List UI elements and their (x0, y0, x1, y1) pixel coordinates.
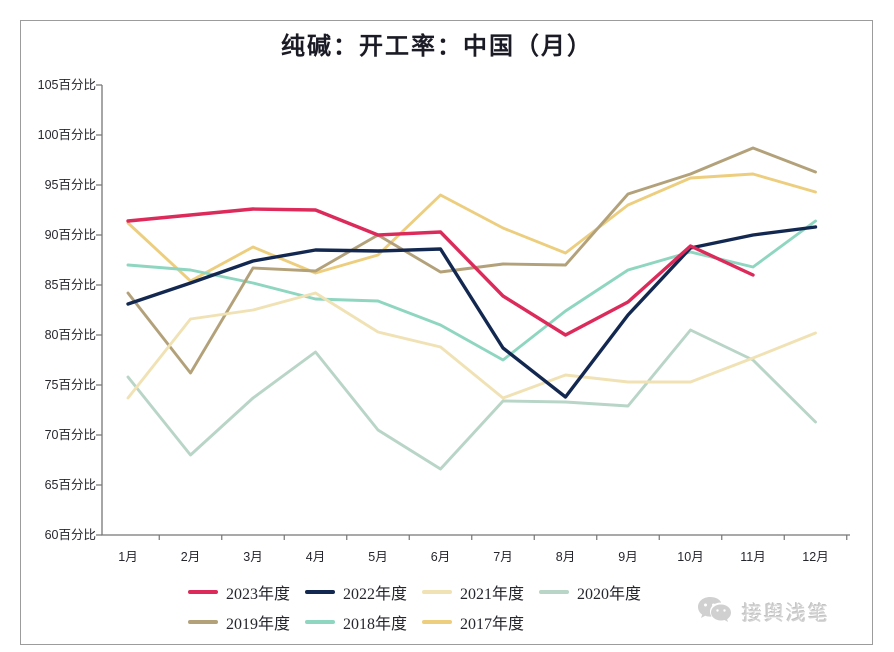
y-axis-tick-label: 105百分比 (37, 78, 96, 92)
legend-label: 2019年度 (226, 616, 291, 633)
legend-label: 2018年度 (343, 616, 408, 633)
legend-item-2018年度: 2018年度 (305, 607, 422, 637)
x-axis-tick-label: 2月 (180, 550, 201, 564)
legend-swatch (539, 590, 569, 594)
x-axis-tick-label: 10月 (677, 550, 704, 564)
legend-swatch (305, 620, 335, 624)
x-axis-tick-label: 12月 (802, 550, 829, 564)
legend-swatch (422, 590, 452, 594)
y-axis-tick-label: 100百分比 (37, 128, 96, 142)
legend-swatch (188, 590, 218, 594)
x-axis-tick-label: 5月 (368, 550, 388, 564)
series-line-2021年度 (126, 291, 817, 400)
axis-lines (101, 85, 850, 536)
series-line-2022年度 (126, 225, 818, 399)
y-axis-tick-label: 95百分比 (44, 178, 96, 192)
y-axis-tick-label: 80百分比 (44, 328, 96, 342)
legend-swatch (422, 620, 452, 624)
series-line-2017年度 (126, 172, 817, 283)
legend-label: 2022年度 (343, 586, 408, 603)
series-line-2020年度 (126, 328, 817, 471)
watermark-text: 接舆浅笔 (742, 602, 830, 625)
y-axis-tick-label: 85百分比 (44, 278, 96, 292)
chart-frame (20, 20, 873, 645)
legend-label: 2020年度 (577, 586, 642, 603)
y-axis-tick-label: 75百分比 (44, 378, 96, 392)
y-axis-ticks (96, 84, 102, 536)
watermark: 接舆浅笔 (696, 592, 868, 630)
legend-item-2023年度: 2023年度 (188, 577, 305, 607)
chart-title: 纯碱：开工率：中国（月） (281, 34, 593, 60)
y-axis-tick-label: 70百分比 (44, 428, 96, 442)
x-axis-tick-label: 7月 (493, 550, 513, 564)
legend-item-2021年度: 2021年度 (422, 577, 539, 607)
series-line-2018年度 (126, 219, 817, 362)
x-axis-tick-label: 3月 (243, 550, 263, 564)
x-axis-tick-label: 6月 (430, 550, 451, 564)
legend-label: 2023年度 (226, 586, 291, 603)
x-axis-tick-label: 9月 (618, 550, 638, 564)
series-line-2023年度 (126, 207, 755, 337)
x-axis-tick-label: 8月 (555, 550, 576, 564)
legend-swatch (188, 620, 218, 624)
legend-label: 2017年度 (460, 616, 525, 633)
legend-item-2019年度: 2019年度 (188, 607, 305, 637)
legend-item-2017年度: 2017年度 (422, 607, 539, 637)
wechat-icon (698, 597, 731, 622)
y-axis-tick-label: 90百分比 (44, 228, 96, 242)
y-axis-tick-label: 65百分比 (44, 478, 96, 492)
x-axis-tick-label: 11月 (740, 550, 766, 564)
legend-item-2020年度: 2020年度 (539, 577, 656, 607)
x-axis-tick-label: 4月 (305, 550, 326, 564)
legend-item-2022年度: 2022年度 (305, 577, 422, 607)
legend-label: 2021年度 (460, 586, 525, 603)
series-line-2019年度 (126, 146, 817, 375)
legend-swatch (305, 590, 335, 594)
chart-legend: 2023年度 2022年度 2021年度 2020年度 2019年度 2018年度 2017… (188, 577, 674, 637)
x-axis-tick-label: 1月 (118, 550, 138, 564)
x-axis-ticks (158, 535, 848, 540)
y-axis-tick-label: 60百分比 (44, 528, 96, 542)
